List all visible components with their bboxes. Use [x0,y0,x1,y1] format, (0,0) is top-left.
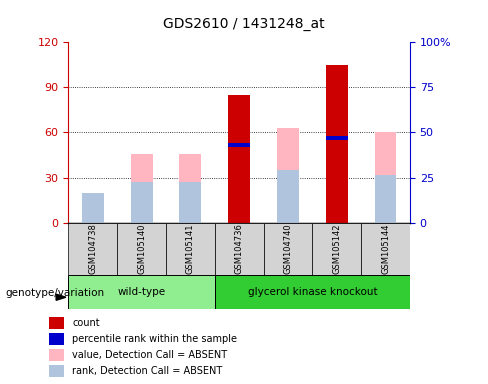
Bar [228,158,250,223]
Bar [326,136,347,140]
Bar [180,154,201,223]
Bar [277,170,299,223]
Bar [277,128,299,223]
Bar [326,65,347,223]
Bar [49,317,64,329]
Text: GSM105144: GSM105144 [381,223,390,274]
Bar [68,275,215,309]
Bar [228,95,250,223]
Bar [49,349,64,361]
Text: genotype/variation: genotype/variation [5,288,104,298]
Bar [264,223,312,275]
Bar [312,223,361,275]
Bar [49,333,64,345]
Bar [82,193,103,223]
Text: GDS2610 / 1431248_at: GDS2610 / 1431248_at [163,17,325,31]
Text: GSM105142: GSM105142 [332,223,341,274]
Bar [215,223,264,275]
Text: glycerol kinase knockout: glycerol kinase knockout [247,287,377,297]
Bar [166,223,215,275]
Text: GSM104740: GSM104740 [284,223,292,274]
Bar [180,182,201,223]
Bar [131,182,152,223]
Text: percentile rank within the sample: percentile rank within the sample [72,334,238,344]
Bar [82,193,103,223]
Text: GSM105141: GSM105141 [186,223,195,274]
Text: GSM105140: GSM105140 [137,223,146,274]
Bar [375,175,396,223]
Bar [131,154,152,223]
Bar [117,223,166,275]
Bar [361,223,410,275]
Text: rank, Detection Call = ABSENT: rank, Detection Call = ABSENT [72,366,223,376]
Text: wild-type: wild-type [118,287,165,297]
Polygon shape [56,294,66,300]
Text: GSM104738: GSM104738 [88,223,97,274]
Bar [49,366,64,377]
Bar [375,132,396,223]
Text: value, Detection Call = ABSENT: value, Detection Call = ABSENT [72,350,227,360]
Bar [228,143,250,147]
Bar [68,223,117,275]
Text: count: count [72,318,100,328]
Bar [215,275,410,309]
Text: GSM104736: GSM104736 [235,223,244,274]
